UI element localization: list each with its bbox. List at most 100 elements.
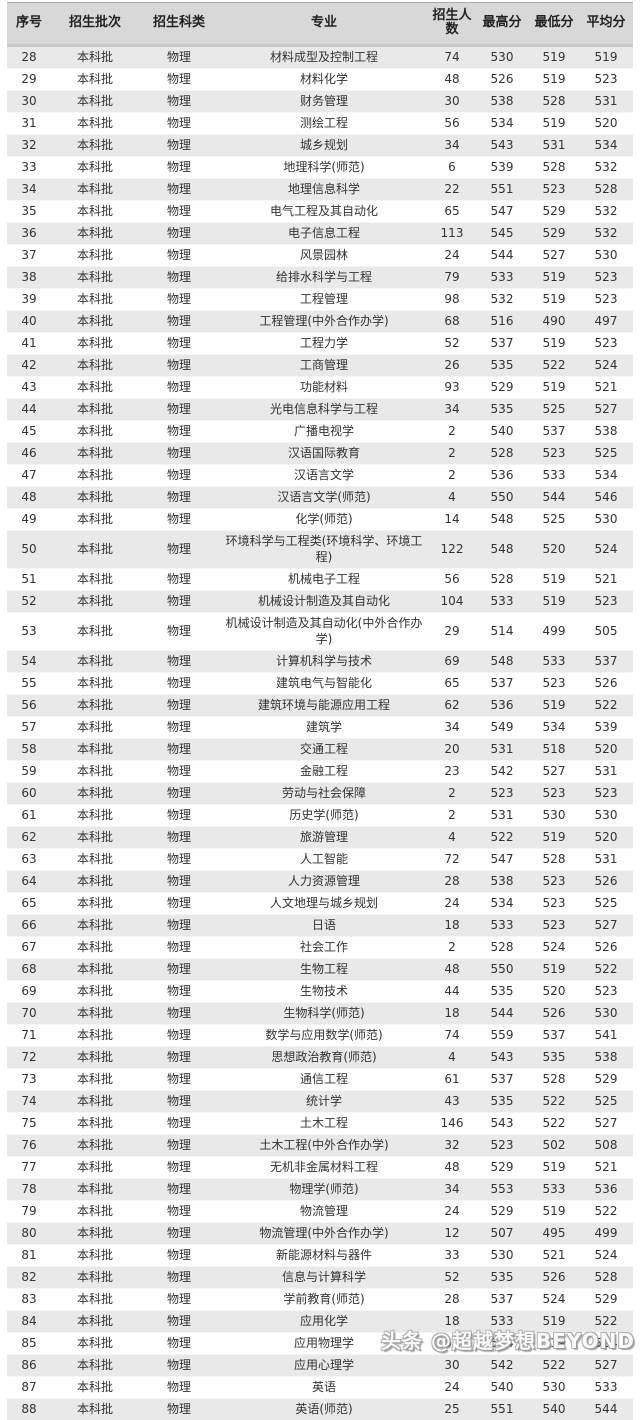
cell-enrollment: 56 (429, 569, 475, 591)
cell-avg-score: 524 (579, 355, 633, 377)
cell-batch: 本科批 (51, 157, 139, 179)
cell-avg-score: 534 (579, 465, 633, 487)
cell-max-score: 536 (475, 465, 529, 487)
cell-index: 73 (7, 1069, 51, 1091)
cell-index: 67 (7, 937, 51, 959)
cell-avg-score: 528 (579, 179, 633, 201)
cell-subject-category: 物理 (139, 827, 219, 849)
cell-avg-score: 527 (579, 915, 633, 937)
cell-enrollment: 74 (429, 46, 475, 69)
cell-index: 70 (7, 1003, 51, 1025)
cell-enrollment: 146 (429, 1113, 475, 1135)
cell-max-score: 543 (475, 135, 529, 157)
cell-subject-category: 物理 (139, 591, 219, 613)
cell-major: 思想政治教育(师范) (219, 1047, 429, 1069)
cell-max-score: 549 (475, 717, 529, 739)
cell-max-score: 544 (475, 245, 529, 267)
cell-batch: 本科批 (51, 135, 139, 157)
cell-enrollment: 33 (429, 1245, 475, 1267)
cell-max-score: 536 (475, 695, 529, 717)
cell-index: 75 (7, 1113, 51, 1135)
cell-major: 英语(师范) (219, 1399, 429, 1420)
cell-avg-score: 530 (579, 245, 633, 267)
cell-avg-score: 531 (579, 761, 633, 783)
cell-avg-score: 525 (579, 443, 633, 465)
cell-avg-score: 522 (579, 959, 633, 981)
cell-major: 英语 (219, 1377, 429, 1399)
cell-max-score: 548 (475, 531, 529, 569)
cell-index: 57 (7, 717, 51, 739)
column-header-index: 序号 (7, 3, 51, 46)
cell-batch: 本科批 (51, 509, 139, 531)
cell-index: 86 (7, 1355, 51, 1377)
cell-major: 信息与计算科学 (219, 1267, 429, 1289)
cell-enrollment: 104 (429, 591, 475, 613)
cell-enrollment: 34 (429, 135, 475, 157)
cell-enrollment: 69 (429, 651, 475, 673)
cell-batch: 本科批 (51, 443, 139, 465)
cell-index: 33 (7, 157, 51, 179)
cell-subject-category: 物理 (139, 981, 219, 1003)
cell-max-score: 537 (475, 673, 529, 695)
cell-min-score: 544 (529, 487, 579, 509)
cell-max-score: 534 (475, 1333, 529, 1355)
cell-major: 工程管理 (219, 289, 429, 311)
cell-index: 66 (7, 915, 51, 937)
cell-min-score: 519 (529, 1333, 579, 1355)
cell-avg-score: 537 (579, 651, 633, 673)
cell-subject-category: 物理 (139, 1113, 219, 1135)
cell-index: 42 (7, 355, 51, 377)
cell-enrollment: 65 (429, 673, 475, 695)
cell-major: 建筑环境与能源应用工程 (219, 695, 429, 717)
cell-major: 汉语言文学 (219, 465, 429, 487)
cell-min-score: 525 (529, 509, 579, 531)
cell-subject-category: 物理 (139, 465, 219, 487)
cell-subject-category: 物理 (139, 46, 219, 69)
cell-avg-score: 523 (579, 591, 633, 613)
cell-enrollment: 18 (429, 1311, 475, 1333)
cell-enrollment: 2 (429, 421, 475, 443)
cell-avg-score: 531 (579, 849, 633, 871)
cell-subject-category: 物理 (139, 1047, 219, 1069)
cell-index: 47 (7, 465, 51, 487)
cell-min-score: 518 (529, 739, 579, 761)
cell-min-score: 499 (529, 613, 579, 651)
cell-enrollment: 43 (429, 1091, 475, 1113)
cell-index: 52 (7, 591, 51, 613)
cell-enrollment: 20 (429, 739, 475, 761)
cell-major: 给排水科学与工程 (219, 267, 429, 289)
cell-index: 65 (7, 893, 51, 915)
cell-min-score: 531 (529, 135, 579, 157)
cell-index: 61 (7, 805, 51, 827)
cell-max-score: 523 (475, 783, 529, 805)
cell-min-score: 524 (529, 1289, 579, 1311)
cell-enrollment: 12 (429, 1223, 475, 1245)
cell-batch: 本科批 (51, 613, 139, 651)
cell-avg-score: 528 (579, 1267, 633, 1289)
cell-min-score: 528 (529, 157, 579, 179)
cell-min-score: 519 (529, 695, 579, 717)
cell-major: 汉语国际教育 (219, 443, 429, 465)
cell-index: 82 (7, 1267, 51, 1289)
cell-subject-category: 物理 (139, 509, 219, 531)
cell-min-score: 540 (529, 1399, 579, 1420)
cell-enrollment: 68 (429, 311, 475, 333)
cell-min-score: 519 (529, 569, 579, 591)
cell-batch: 本科批 (51, 289, 139, 311)
cell-min-score: 520 (529, 531, 579, 569)
